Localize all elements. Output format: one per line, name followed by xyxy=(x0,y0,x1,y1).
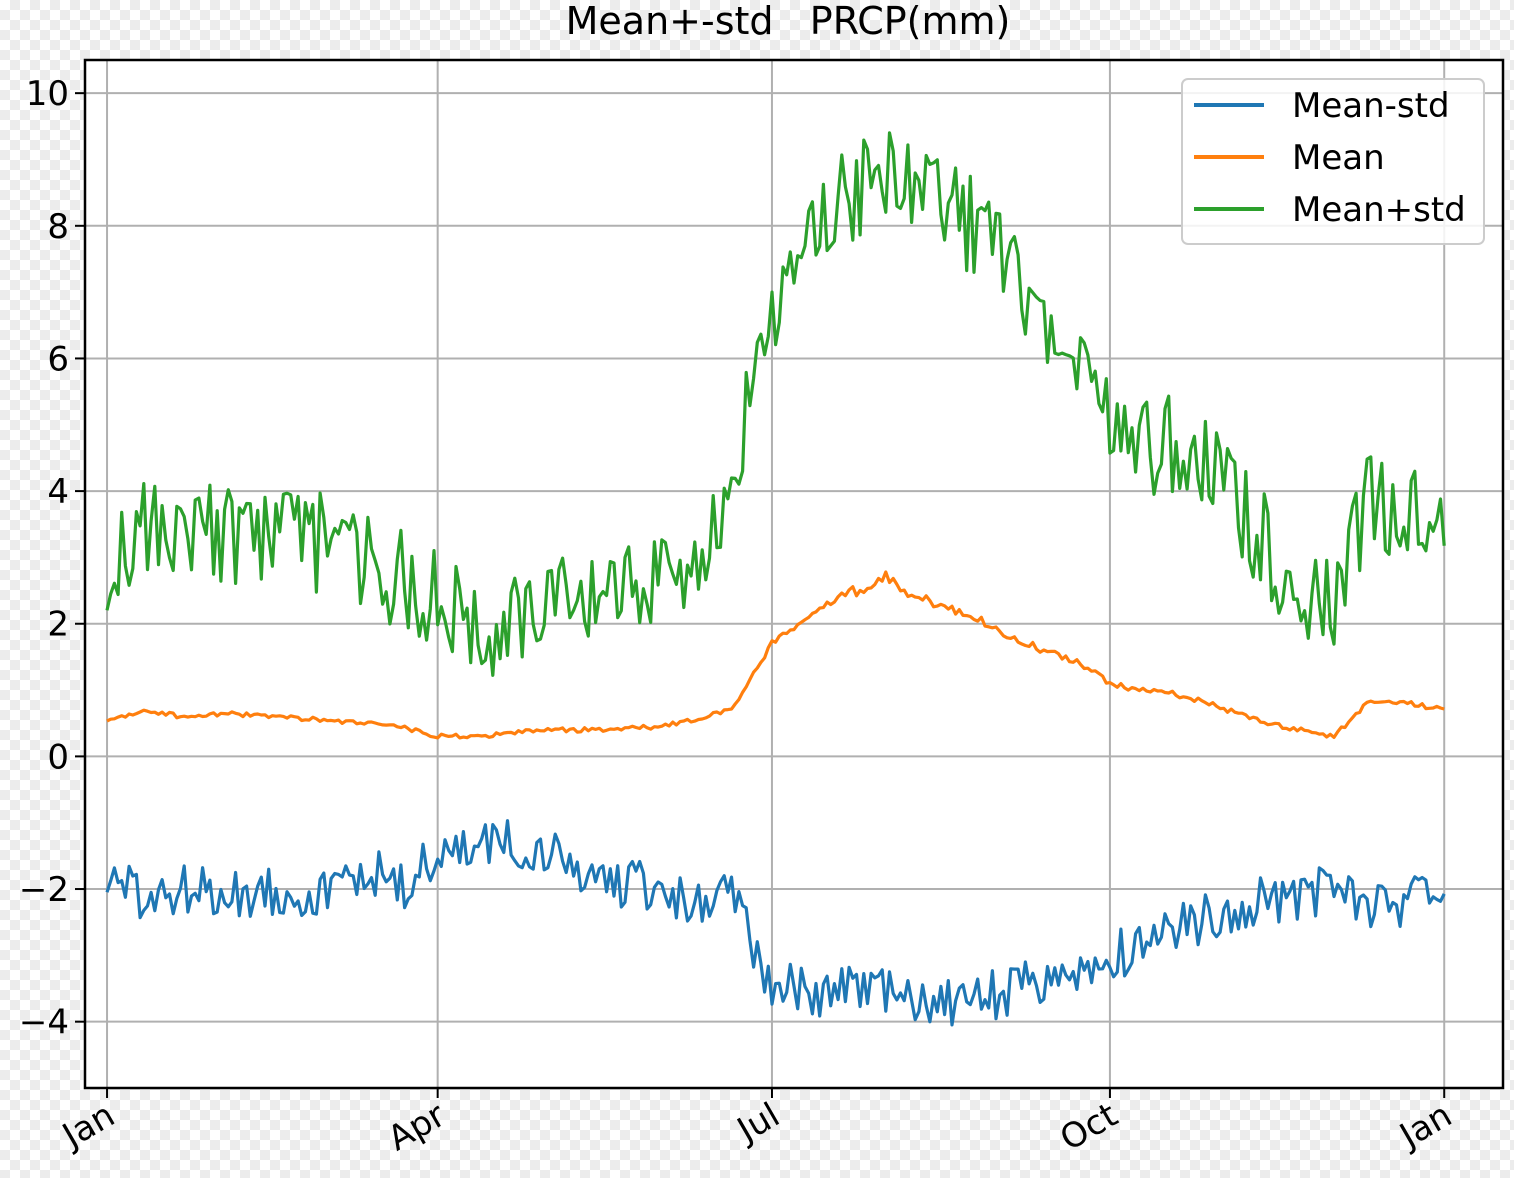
series-line-mean-std xyxy=(105,131,1446,677)
grid xyxy=(85,60,1503,1088)
x-tick-label: Apr xyxy=(381,1095,452,1159)
y-tick-label: −2 xyxy=(19,870,69,910)
y-tick-label: 8 xyxy=(47,207,69,247)
y-tick-label: 4 xyxy=(47,472,69,512)
x-tick-label: Jan xyxy=(1392,1095,1459,1157)
y-tick-label: 0 xyxy=(47,737,69,777)
x-tick-label: Oct xyxy=(1054,1095,1125,1159)
x-tick-label: Jan xyxy=(54,1095,121,1157)
series-layer xyxy=(105,131,1446,1027)
legend: Mean-std Mean Mean+std xyxy=(1181,78,1485,245)
x-tick-label: Jul xyxy=(729,1095,786,1151)
legend-label: Mean+std xyxy=(1292,190,1466,230)
y-tick-label: 10 xyxy=(26,74,69,114)
legend-box xyxy=(1181,78,1485,245)
series-line-mean-std xyxy=(105,819,1446,1027)
series-line-mean xyxy=(106,570,1445,740)
y-tick-label: 2 xyxy=(47,605,69,645)
chart-title: Mean+-std PRCP(mm) xyxy=(566,0,1011,43)
legend-label: Mean-std xyxy=(1292,86,1450,126)
legend-label: Mean xyxy=(1292,138,1385,178)
y-tick-label: 6 xyxy=(47,339,69,379)
plot-frame xyxy=(83,58,1505,1090)
y-tick-label: −4 xyxy=(19,1003,69,1043)
